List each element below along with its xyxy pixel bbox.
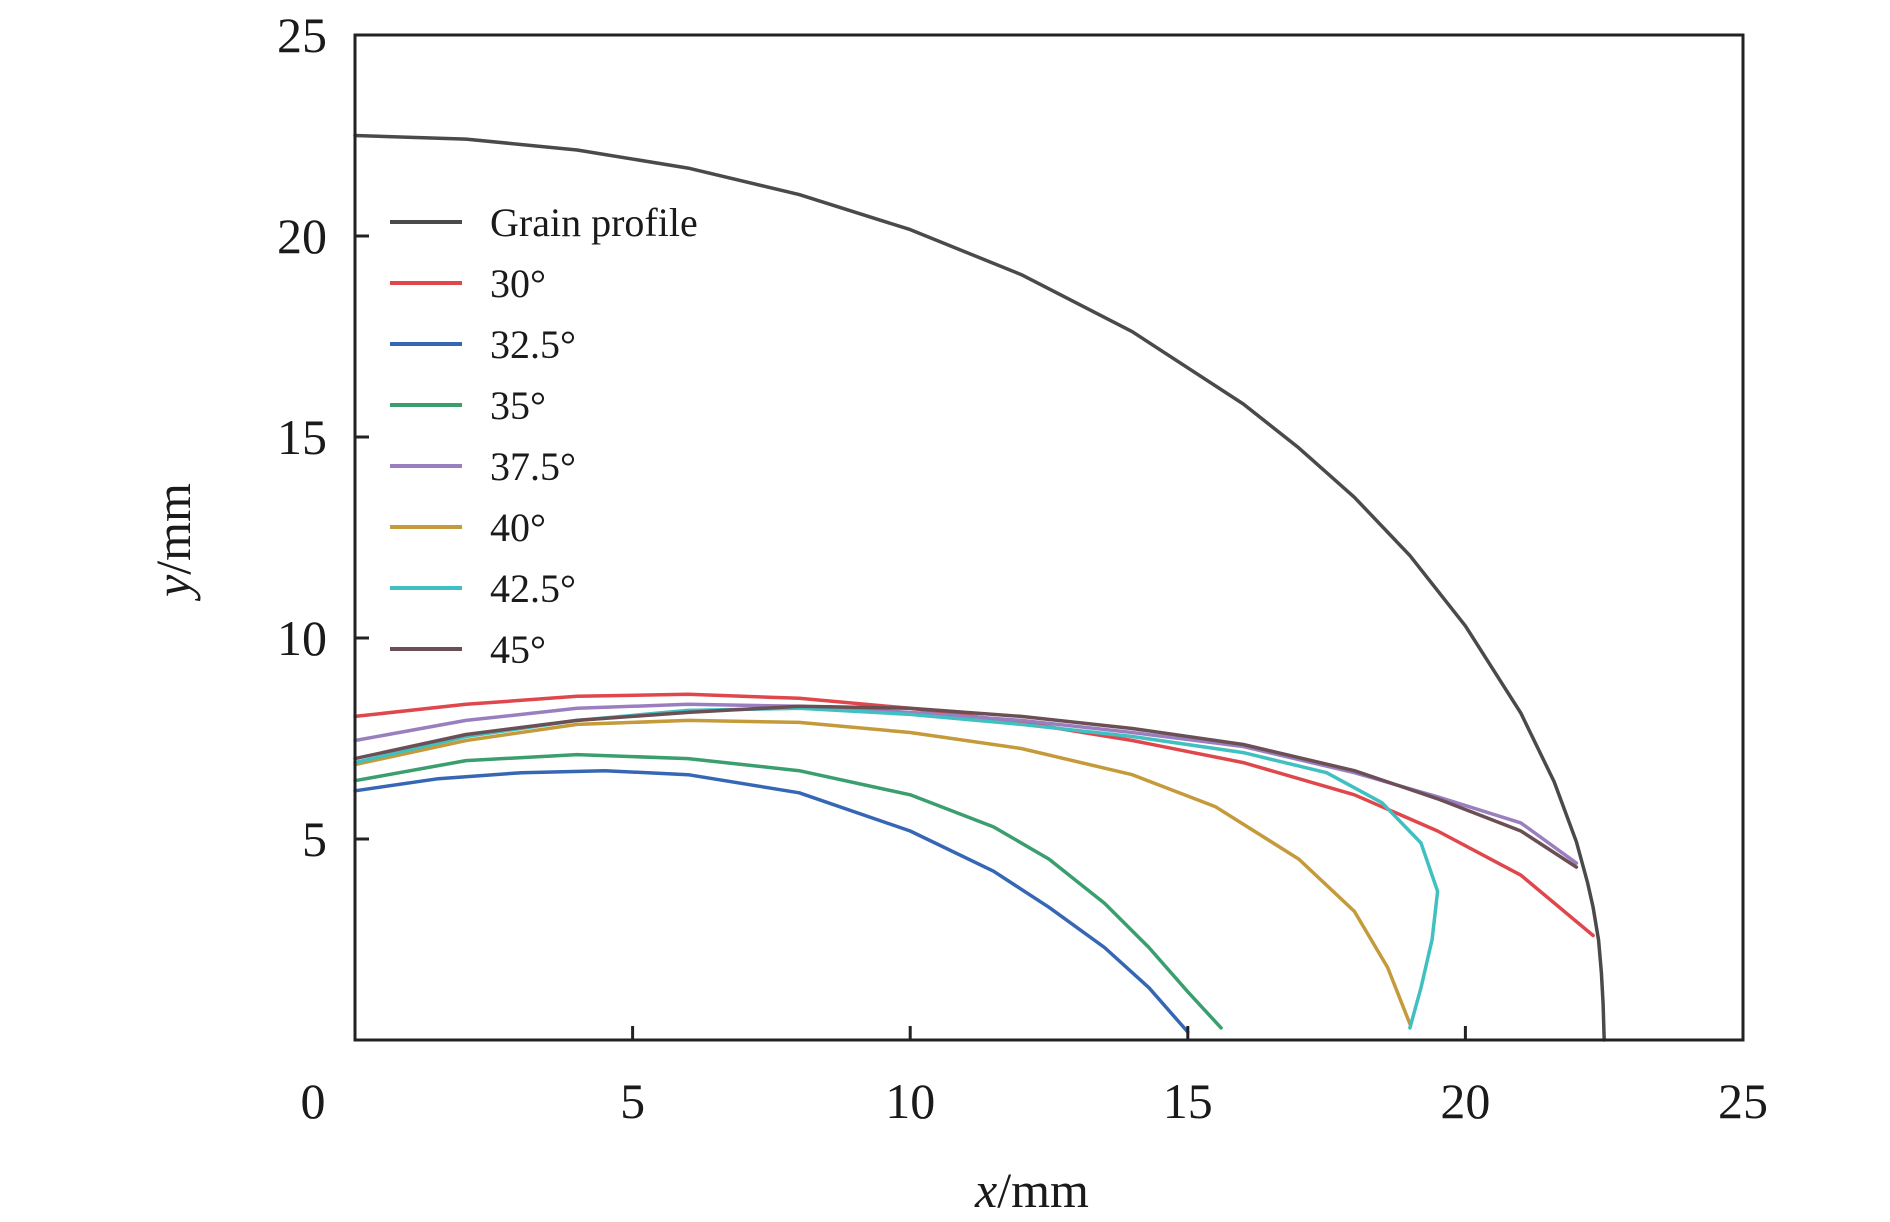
series-line-2 [353,768,1190,1034]
x-tick-label: 25 [1718,1073,1768,1129]
x-axis-title: x/mm [974,1162,1089,1218]
legend-label: Grain profile [490,200,698,245]
x-tick-label: 20 [1440,1073,1490,1129]
y-tick-label: 10 [277,610,327,666]
plot-frame [353,33,1745,1042]
x-tick-label: 5 [620,1073,645,1129]
legend-label: 35° [490,383,546,428]
x-tick-label: 0 [301,1073,326,1129]
legend-label: 45° [490,627,546,672]
y-tick-label: 15 [277,409,327,465]
legend-label: 30° [490,261,546,306]
x-axis: 0 5 10 15 20 25 [301,1026,1768,1129]
legend-label: 42.5° [490,566,576,611]
legend-label: 40° [490,505,546,550]
legend-label: 32.5° [490,322,576,367]
series-line-7 [353,704,1579,869]
series-line-0 [353,133,1606,1042]
plot-area [353,33,1745,1042]
series-line-4 [353,702,1579,865]
y-axis-var: y [145,574,201,602]
y-tick-label: 20 [277,208,327,264]
legend: Grain profile 30° 32.5° 35° 37.5° 40° 42.5° 45° [390,200,698,672]
series-line-3 [353,752,1223,1030]
y-axis-title: y/mm [145,483,201,602]
y-axis-unit: /mm [145,483,201,575]
y-axis: 5 10 15 20 25 [277,7,369,867]
series-line-1 [353,692,1595,938]
x-tick-label: 15 [1163,1073,1213,1129]
y-tick-label: 5 [302,811,327,867]
x-axis-var: x [974,1162,997,1218]
x-axis-unit: /mm [997,1162,1089,1218]
series-line-5 [353,718,1412,1026]
y-tick-label: 25 [277,7,327,63]
legend-label: 37.5° [490,444,576,489]
x-tick-label: 10 [885,1073,935,1129]
